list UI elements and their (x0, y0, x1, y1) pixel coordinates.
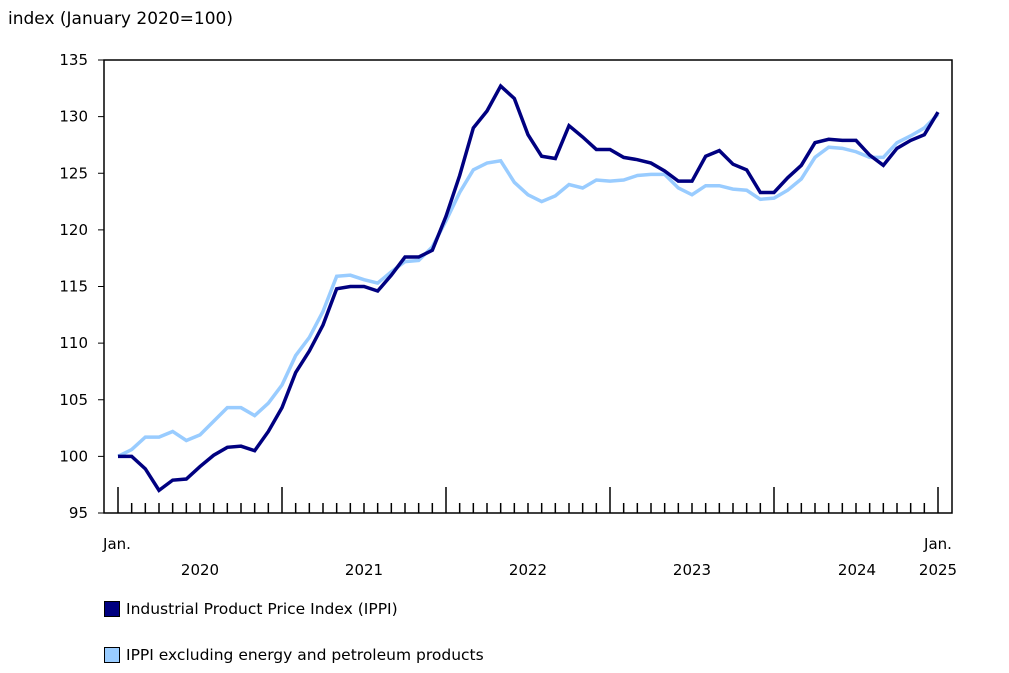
legend-item-ippi-excl: IPPI excluding energy and petroleum prod… (104, 646, 484, 664)
y-tick-label: 100 (59, 447, 88, 465)
year-label: 2023 (673, 561, 711, 579)
legend-item-ippi: Industrial Product Price Index (IPPI) (104, 600, 398, 618)
series-line-ippi (118, 83, 940, 493)
legend-label-ippi: Industrial Product Price Index (IPPI) (126, 600, 398, 618)
legend-swatch-ippi-excl (104, 647, 120, 663)
y-tick-label: 135 (59, 51, 88, 69)
y-tick-label: 105 (59, 391, 88, 409)
x-tick-label-last: Jan. (923, 535, 952, 553)
year-label: 2024 (838, 561, 876, 579)
x-tick-label-first: Jan. (102, 535, 131, 553)
y-tick-label: 130 (59, 108, 88, 126)
y-tick-label: 110 (59, 334, 88, 352)
y-tick-label: 120 (59, 221, 88, 239)
y-axis-title: index (January 2020=100) (8, 9, 233, 29)
legend-swatch-ippi (104, 601, 120, 617)
year-label: 2022 (509, 561, 547, 579)
series-line-ippi-excl (117, 113, 940, 458)
year-label: 2021 (345, 561, 383, 579)
y-tick-label: 95 (69, 504, 88, 522)
y-tick-label: 125 (59, 164, 88, 182)
legend-label-ippi-excl: IPPI excluding energy and petroleum prod… (126, 646, 484, 664)
y-tick-label: 115 (59, 278, 88, 296)
year-label: 2025 (919, 561, 957, 579)
year-label: 2020 (181, 561, 219, 579)
plot-frame (103, 59, 953, 514)
